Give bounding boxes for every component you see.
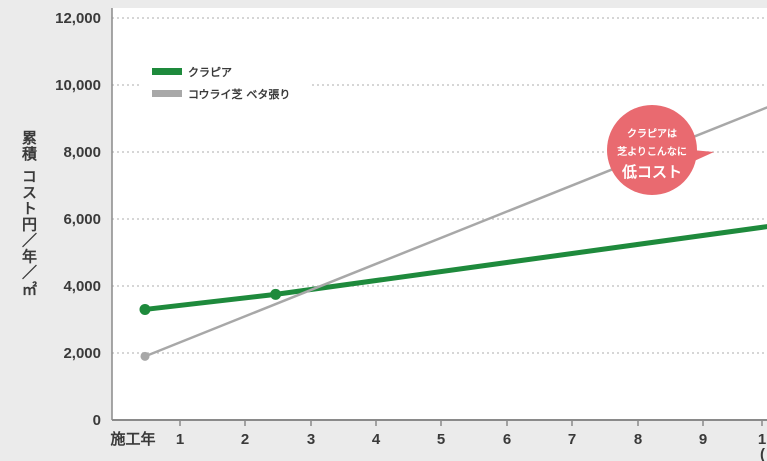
x-tick-label: 1	[758, 431, 766, 448]
x-tick-label: 8	[634, 431, 642, 448]
callout-pointer	[692, 150, 714, 162]
y-tick-label: 12,000	[55, 10, 101, 27]
y-tick-label: 6,000	[63, 211, 101, 228]
legend-swatch	[152, 68, 182, 75]
y-axis-label: 累積 コスト円／年／㎡	[20, 130, 38, 297]
x-tick-label: 9	[699, 431, 707, 448]
series-point-0	[139, 303, 151, 315]
y-tick-label: 4,000	[63, 278, 101, 295]
x-unit-fragment: (	[760, 446, 765, 461]
y-tick-label: 0	[93, 412, 101, 429]
callout-text-line: 芝よりこんなに	[617, 145, 687, 158]
callout-bubble	[607, 105, 697, 195]
legend-label: コウライ芝 ベタ張り	[188, 87, 290, 101]
x-tick-label: 1	[176, 431, 184, 448]
x-tick-label: 5	[437, 431, 445, 448]
x-tick-label: 6	[503, 431, 511, 448]
legend-box	[140, 58, 310, 114]
x-tick-label: 2	[241, 431, 249, 448]
legend-swatch	[152, 90, 182, 97]
y-tick-label: 2,000	[63, 345, 101, 362]
series-point-0	[270, 288, 282, 300]
x-tick-label: 3	[307, 431, 315, 448]
callout-text-line: 低コスト	[621, 163, 682, 181]
x-tick-label: 7	[568, 431, 576, 448]
legend-label: クラピア	[188, 66, 232, 79]
y-tick-label: 8,000	[63, 144, 101, 161]
callout-text-line: クラピアは	[627, 128, 677, 140]
x-tick-label: 施工年	[110, 430, 155, 448]
x-tick-label: 4	[372, 431, 381, 448]
series-point-1	[140, 351, 150, 361]
y-tick-label: 10,000	[55, 77, 101, 94]
